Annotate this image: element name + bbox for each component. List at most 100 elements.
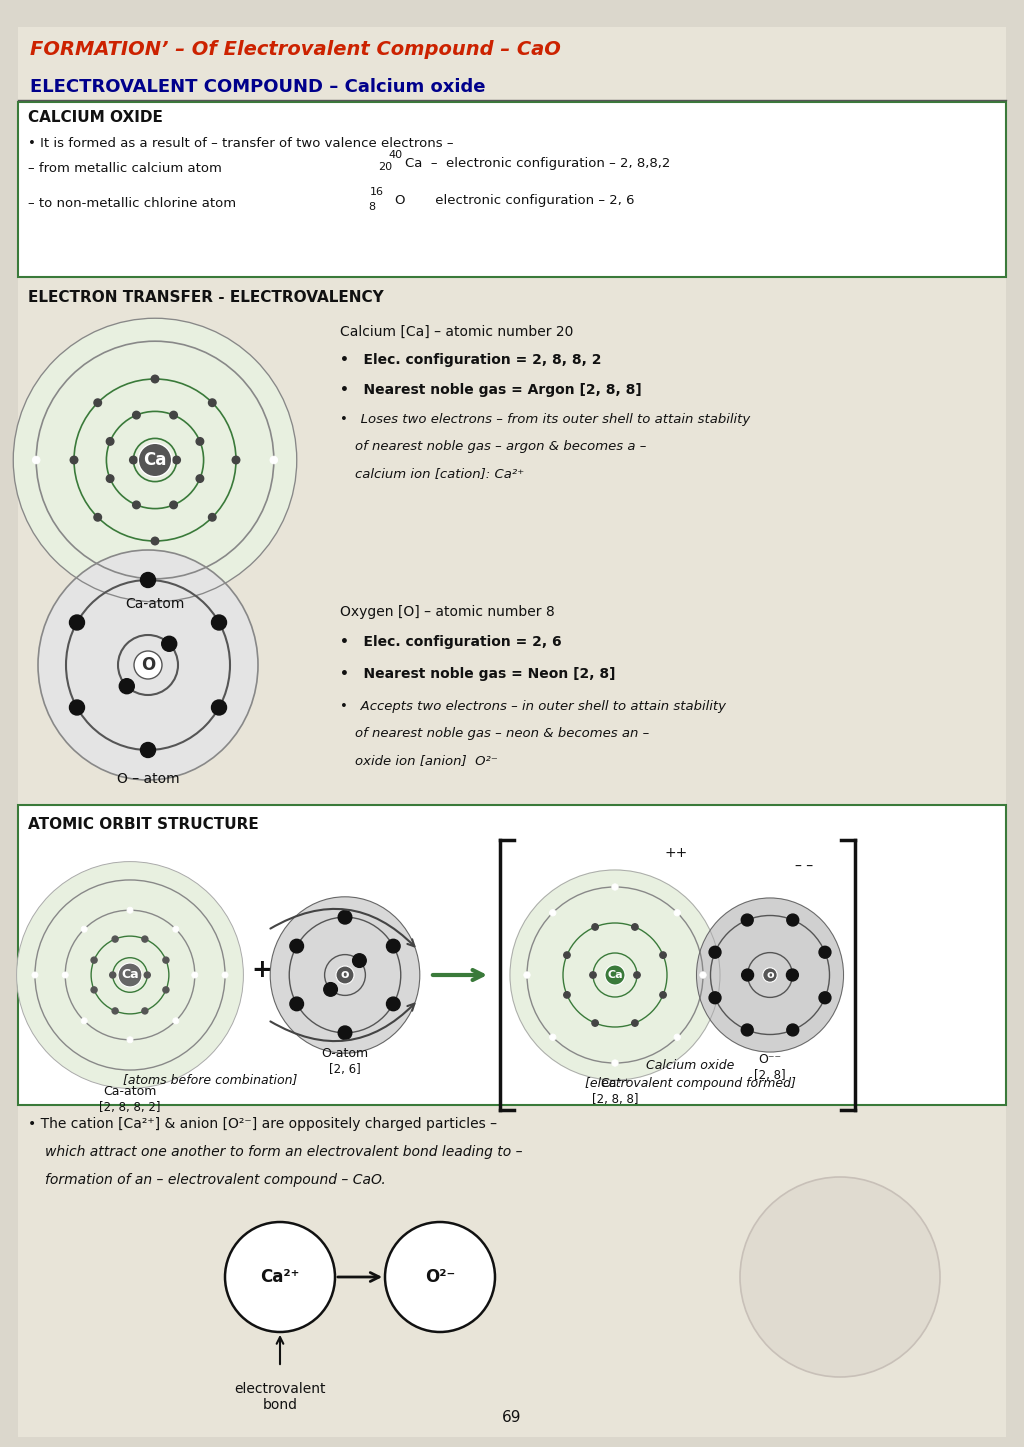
Circle shape: [741, 1024, 754, 1036]
Text: [2, 8]: [2, 8]: [755, 1069, 785, 1082]
Text: ++: ++: [665, 846, 688, 860]
Circle shape: [232, 456, 240, 464]
Text: [2, 6]: [2, 6]: [329, 1064, 360, 1077]
Circle shape: [127, 907, 133, 913]
Text: 16: 16: [370, 187, 384, 197]
Circle shape: [338, 910, 352, 925]
Text: Ca: Ca: [143, 451, 167, 469]
FancyArrowPatch shape: [270, 909, 415, 946]
Circle shape: [786, 1024, 799, 1036]
Circle shape: [173, 456, 180, 464]
Text: CALCIUM OXIDE: CALCIUM OXIDE: [28, 110, 163, 124]
Circle shape: [659, 952, 667, 958]
Circle shape: [133, 501, 140, 509]
Text: oxide ion [anion]  O²⁻: oxide ion [anion] O²⁻: [355, 754, 498, 767]
Circle shape: [81, 926, 87, 932]
Circle shape: [550, 1035, 556, 1040]
Text: of nearest noble gas – argon & becomes a –: of nearest noble gas – argon & becomes a…: [355, 440, 646, 453]
Circle shape: [212, 615, 226, 629]
Text: – to non-metallic chlorine atom: – to non-metallic chlorine atom: [28, 197, 237, 210]
FancyBboxPatch shape: [18, 805, 1006, 1106]
Circle shape: [209, 514, 216, 521]
Text: Ca: Ca: [121, 968, 139, 981]
Circle shape: [133, 411, 140, 418]
Text: •   Elec. configuration = 2, 8, 8, 2: • Elec. configuration = 2, 8, 8, 2: [340, 353, 601, 368]
Circle shape: [81, 1017, 87, 1024]
Text: ELECTROVALENT COMPOUND – Calcium oxide: ELECTROVALENT COMPOUND – Calcium oxide: [30, 78, 485, 96]
Circle shape: [741, 969, 754, 981]
Text: O       electronic configuration – 2, 6: O electronic configuration – 2, 6: [395, 194, 635, 207]
Text: Ca-atom: Ca-atom: [125, 598, 184, 611]
Circle shape: [152, 375, 159, 383]
Text: which attract one another to form an electrovalent bond leading to –: which attract one another to form an ele…: [45, 1145, 522, 1159]
Circle shape: [163, 956, 169, 964]
Circle shape: [32, 972, 38, 978]
Text: Calcium oxide: Calcium oxide: [646, 1059, 734, 1072]
Circle shape: [70, 700, 85, 715]
FancyBboxPatch shape: [18, 27, 1006, 1437]
Circle shape: [197, 475, 204, 482]
Circle shape: [632, 1020, 638, 1026]
Circle shape: [110, 972, 116, 978]
Circle shape: [290, 939, 303, 954]
Circle shape: [162, 637, 177, 651]
Circle shape: [786, 969, 799, 981]
Circle shape: [659, 991, 667, 998]
Circle shape: [819, 991, 830, 1004]
Text: 20: 20: [378, 162, 392, 172]
Circle shape: [130, 456, 137, 464]
Circle shape: [386, 997, 400, 1010]
Text: ELECTRON TRANSFER - ELECTROVALENCY: ELECTRON TRANSFER - ELECTROVALENCY: [28, 289, 384, 305]
Text: Oxygen [O] – atomic number 8: Oxygen [O] – atomic number 8: [340, 605, 555, 619]
Ellipse shape: [696, 899, 844, 1052]
Circle shape: [71, 456, 78, 464]
Text: O²⁻: O²⁻: [425, 1268, 455, 1286]
Text: 40: 40: [388, 150, 402, 161]
Circle shape: [70, 615, 85, 629]
Text: – from metallic calcium atom: – from metallic calcium atom: [28, 162, 222, 175]
Circle shape: [197, 437, 204, 446]
Circle shape: [140, 573, 156, 587]
Circle shape: [674, 910, 680, 916]
Text: 8: 8: [368, 203, 375, 213]
Text: formation of an – electrovalent compound – CaO.: formation of an – electrovalent compound…: [45, 1174, 386, 1187]
Text: O: O: [141, 655, 155, 674]
Text: electrovalent
bond: electrovalent bond: [234, 1382, 326, 1412]
FancyArrowPatch shape: [270, 1004, 415, 1042]
Ellipse shape: [38, 550, 258, 780]
Circle shape: [191, 972, 198, 978]
Circle shape: [152, 537, 159, 544]
Circle shape: [564, 991, 570, 998]
Text: 69: 69: [502, 1409, 522, 1425]
Text: [atoms before combination]: [atoms before combination]: [123, 1074, 297, 1087]
Circle shape: [324, 983, 337, 996]
Circle shape: [106, 475, 114, 482]
Circle shape: [170, 501, 177, 509]
Circle shape: [352, 954, 367, 968]
Text: •   Accepts two electrons – in outer shell to attain stability: • Accepts two electrons – in outer shell…: [340, 700, 726, 713]
Circle shape: [127, 1037, 133, 1043]
Circle shape: [16, 861, 244, 1088]
Circle shape: [590, 972, 596, 978]
Text: Ca: Ca: [607, 969, 623, 980]
FancyBboxPatch shape: [18, 101, 1006, 276]
Text: O – atom: O – atom: [117, 773, 179, 786]
Text: Ca²⁺: Ca²⁺: [260, 1268, 300, 1286]
Circle shape: [140, 742, 156, 757]
Circle shape: [634, 972, 640, 978]
Circle shape: [386, 939, 400, 954]
Text: [electrovalent compound formed]: [electrovalent compound formed]: [585, 1077, 796, 1090]
Circle shape: [94, 514, 101, 521]
Circle shape: [209, 399, 216, 407]
Circle shape: [142, 1009, 147, 1014]
Circle shape: [91, 987, 97, 993]
Circle shape: [33, 456, 40, 464]
Text: Ca⁺⁺: Ca⁺⁺: [600, 1077, 630, 1090]
Circle shape: [510, 870, 720, 1079]
Circle shape: [290, 997, 303, 1010]
Circle shape: [709, 991, 721, 1004]
Text: •   Nearest noble gas = Argon [2, 8, 8]: • Nearest noble gas = Argon [2, 8, 8]: [340, 383, 642, 396]
Circle shape: [94, 399, 101, 407]
Circle shape: [611, 1059, 618, 1066]
Circle shape: [741, 915, 754, 926]
